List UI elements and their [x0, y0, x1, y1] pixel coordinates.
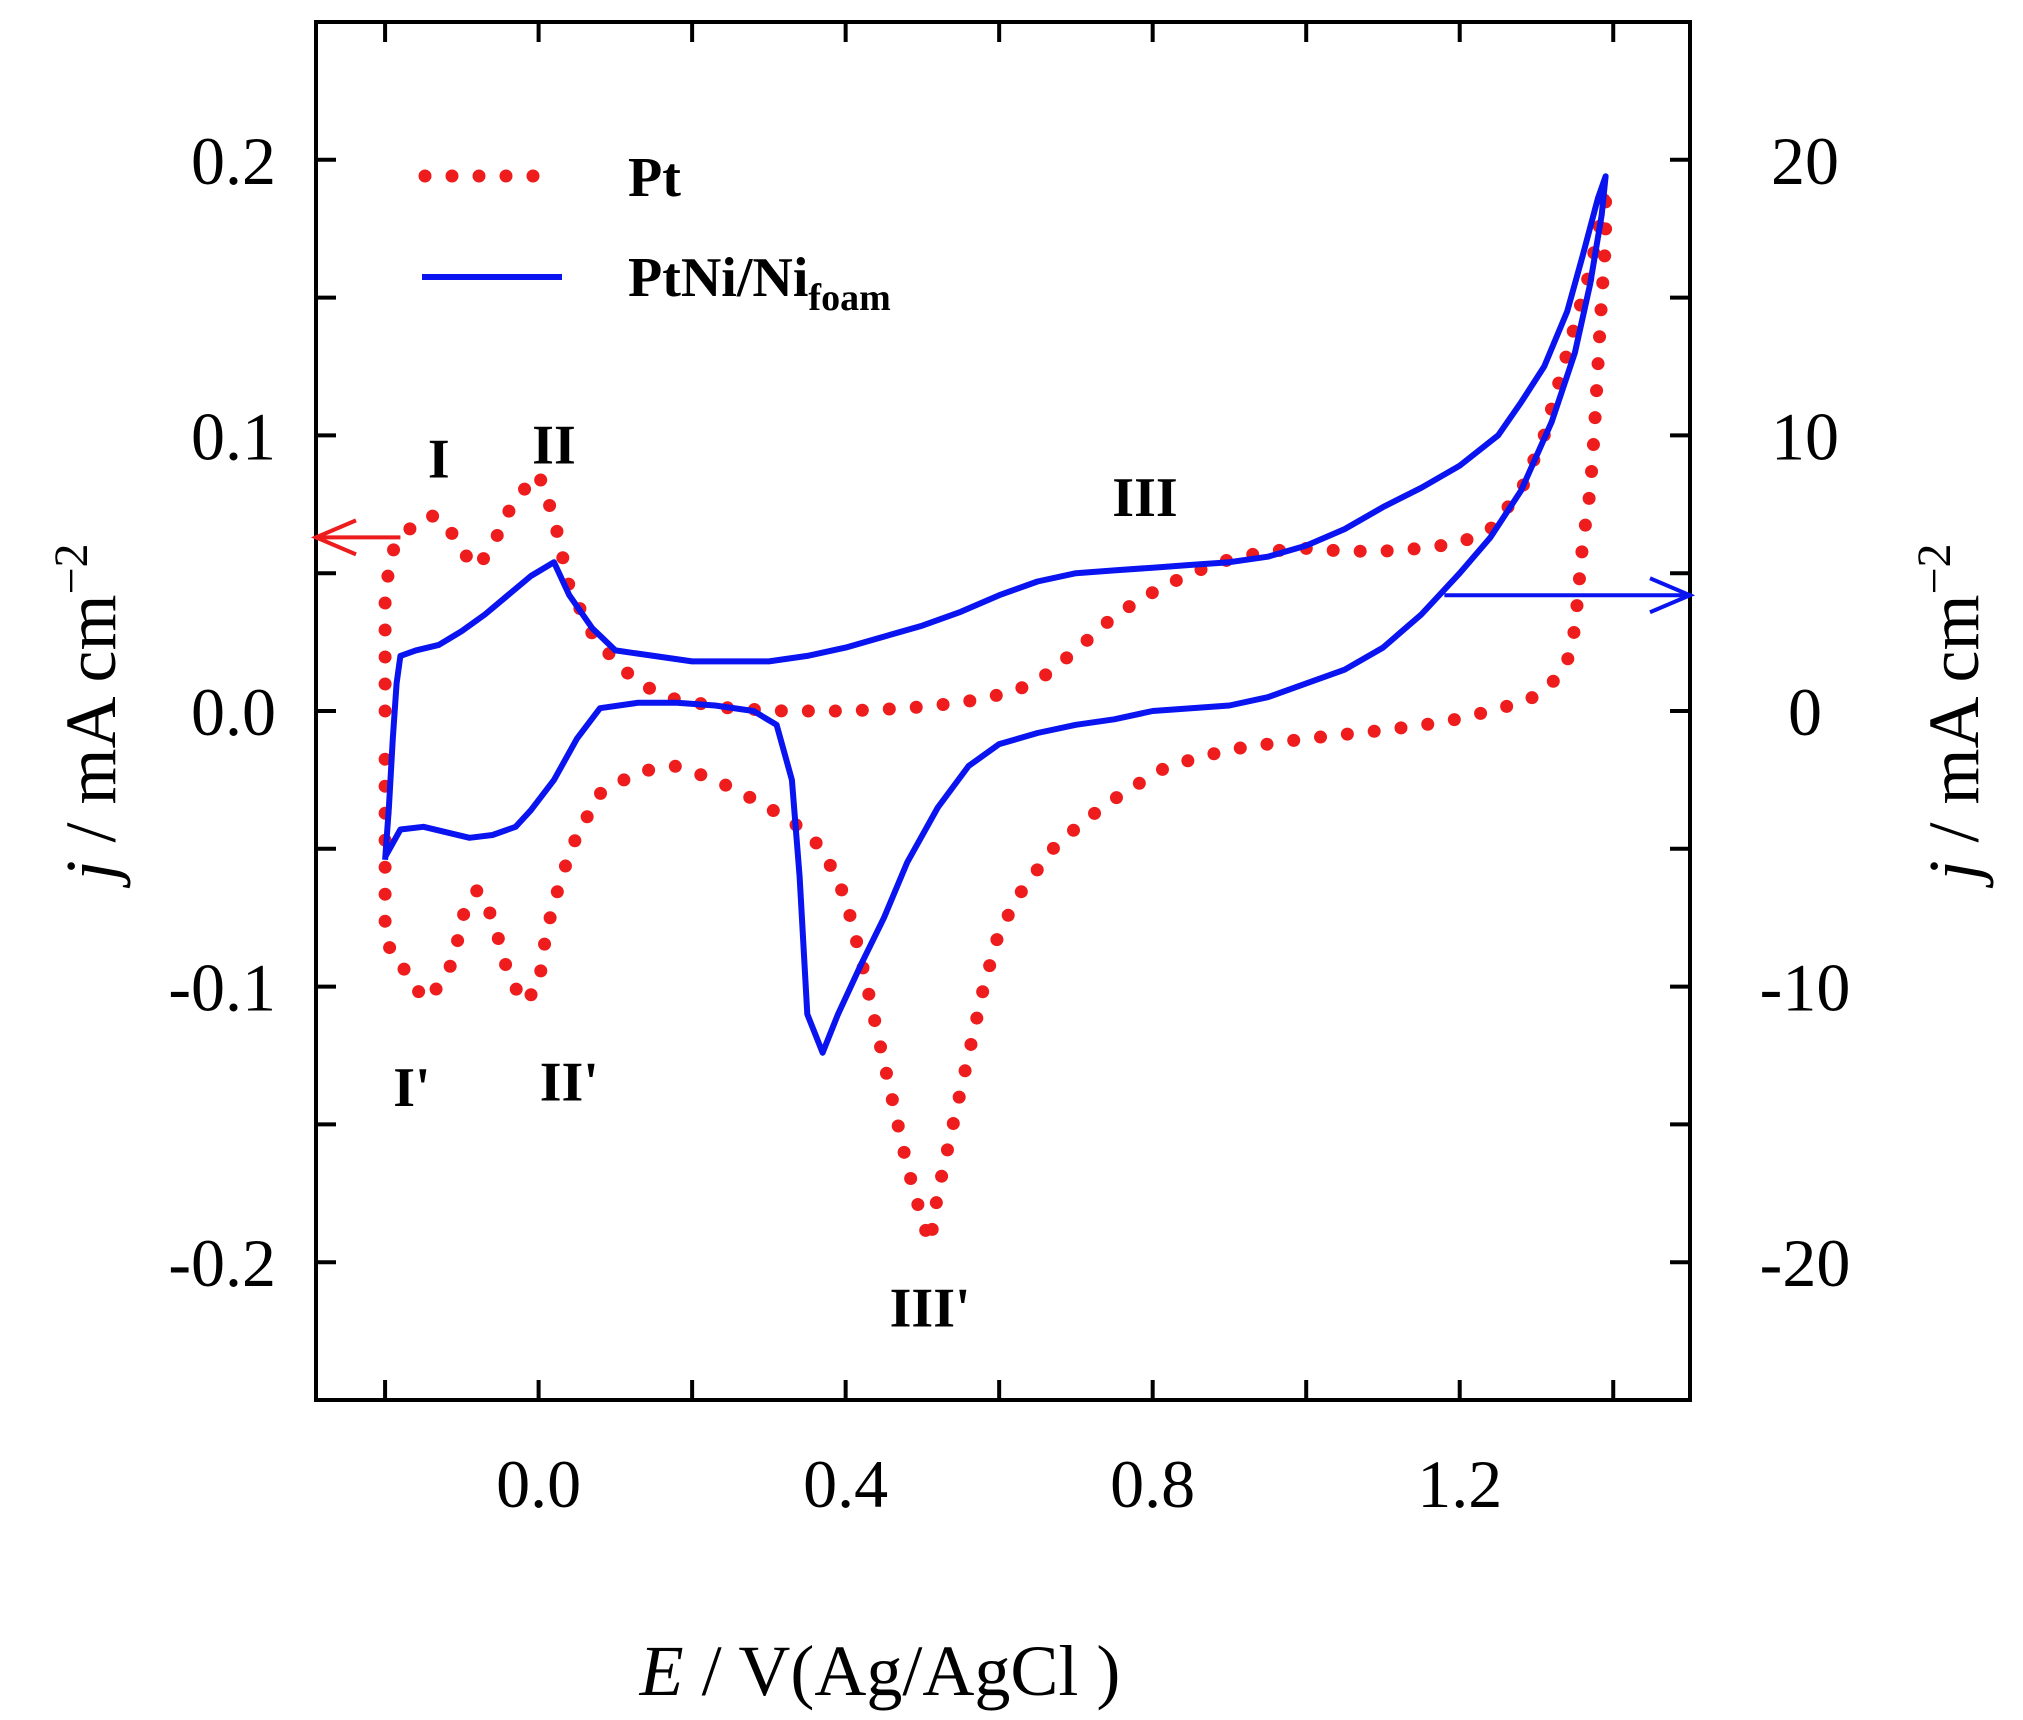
axis-arrow-head [1649, 576, 1696, 615]
tick-labels: 0.0 0.4 0.8 1.2 0.2 0.1 0.0 -0.1 -0.2 20 10 0 -10 -20 [168, 123, 1850, 1522]
left-y-axis-title-symbol: j [51, 861, 131, 889]
series-layer [378, 173, 1613, 1246]
right-y-axis-title: j / mA cm−2 [1908, 543, 1994, 888]
peak-label: II' [540, 1051, 599, 1113]
x-tick-label: 1.2 [1417, 1446, 1502, 1522]
left-y-axis-title-exponent: −2 [45, 543, 98, 594]
right-y-axis-title-exponent: −2 [1908, 543, 1961, 594]
y-left-tick-label: 0.0 [191, 674, 276, 750]
peak-label: III [1112, 467, 1177, 529]
series-pt-line [378, 186, 1613, 1246]
y-left-tick-label: 0.1 [191, 398, 276, 474]
legend-ptni-name: PtNi/Ni [628, 247, 808, 309]
right-y-axis-title-unit: / mA cm [1914, 595, 1994, 861]
y-right-tick-label: -20 [1760, 1225, 1851, 1301]
plot-frame [314, 20, 1692, 1402]
legend-ptni-subscript: foam [808, 277, 890, 319]
x-axis-title: E / V(Ag/AgCl ) [639, 1631, 1121, 1711]
y-left-tick-label: 0.2 [191, 123, 276, 199]
axis-arrow-head [310, 518, 357, 557]
axis-arrows [310, 518, 1696, 615]
series-ptni-line [382, 173, 1609, 1056]
peak-label: I' [393, 1057, 430, 1119]
left-y-axis-title: j / mA cm−2 [45, 543, 131, 888]
x-tick-label: 0.8 [1110, 1446, 1195, 1522]
y-right-tick-label: 0 [1788, 674, 1822, 750]
y-right-tick-label: 10 [1771, 398, 1839, 474]
legend: Pt PtNi/Nifoam [418, 147, 891, 319]
right-y-axis-title-symbol: j [1914, 861, 1994, 889]
left-y-axis-title-unit: / mA cm [51, 595, 131, 861]
y-right-tick-label: -10 [1760, 950, 1851, 1026]
y-left-tick-label: -0.1 [168, 950, 276, 1026]
x-tick-label: 0.4 [803, 1446, 888, 1522]
legend-pt-label: Pt [628, 147, 681, 209]
x-tick-label: 0.0 [496, 1446, 581, 1522]
x-axis-title-unit: / V(Ag/AgCl ) [684, 1631, 1121, 1711]
x-axis-title-symbol: E [639, 1631, 684, 1711]
y-left-tick-label: -0.2 [168, 1225, 276, 1301]
peak-label: I [428, 428, 450, 490]
peak-label: II [532, 415, 576, 477]
peak-label: III' [890, 1277, 971, 1339]
y-right-tick-label: 20 [1771, 123, 1839, 199]
tick-marks [316, 20, 1690, 1402]
legend-ptni-label: PtNi/Nifoam [628, 247, 891, 319]
